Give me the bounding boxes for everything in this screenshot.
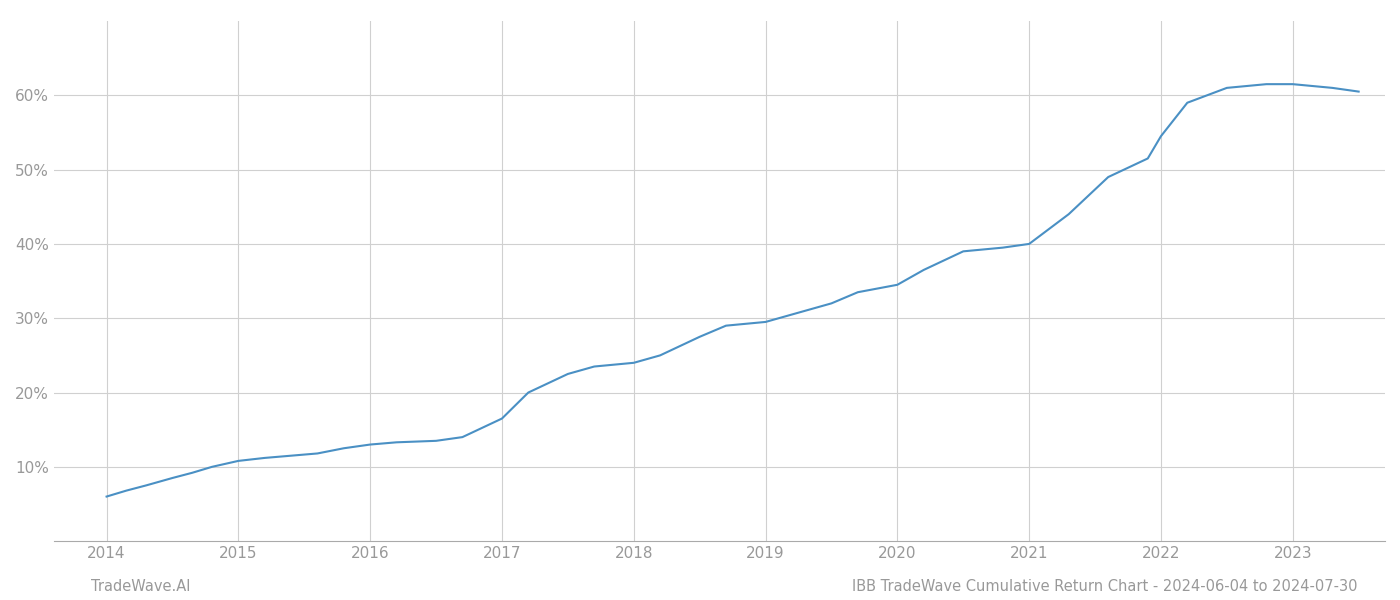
Text: TradeWave.AI: TradeWave.AI <box>91 579 190 594</box>
Text: IBB TradeWave Cumulative Return Chart - 2024-06-04 to 2024-07-30: IBB TradeWave Cumulative Return Chart - … <box>853 579 1358 594</box>
